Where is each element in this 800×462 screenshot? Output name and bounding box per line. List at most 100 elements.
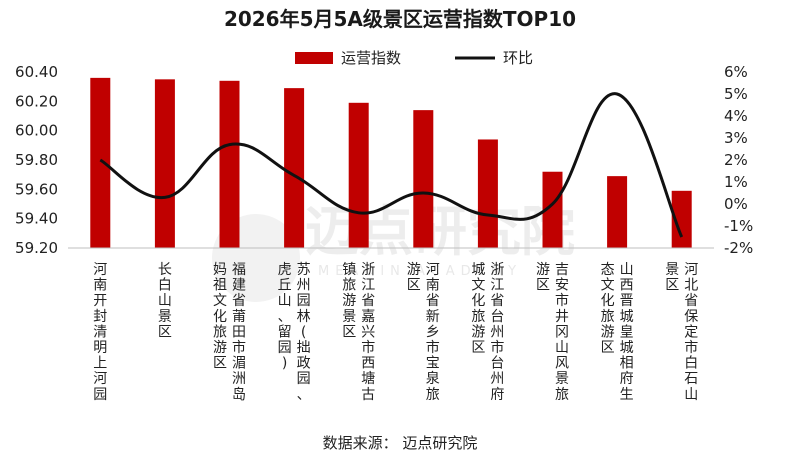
category-char: 省 [361,293,375,309]
source-note: 数据来源： 迈点研究院 [323,434,478,452]
category-char: 区 [158,324,172,340]
category-char: 井 [555,309,569,325]
category-char: 石 [684,371,698,387]
category-char: 省 [426,293,440,309]
category-char: 风 [555,356,569,372]
category-char: 、 [278,309,292,325]
line-path [99,92,684,238]
category-char: 祖 [213,278,227,294]
category-char: 旅 [471,309,485,325]
category-char: 景 [158,309,172,325]
bar [607,176,628,248]
left-tick-label: 59.60 [15,180,58,198]
category-char: 、 [297,387,311,403]
category-char: 洲 [232,371,246,387]
category-char: 妈 [213,262,227,278]
category-char: 福 [232,262,246,278]
watermark: 迈点研究院 MEADIN ACADEMY [212,200,575,302]
category-char: 南 [93,278,107,294]
category-char: 保 [684,309,698,325]
category-char: 游 [601,324,615,340]
category-char: 台 [490,356,504,372]
right-tick-label: -1% [724,217,753,235]
category-char: 化 [213,309,227,325]
category-char: 塘 [361,371,375,387]
left-tick-label: 60.20 [15,92,58,110]
legend-line-label: 环比 [503,49,533,67]
category-char: 河 [93,371,107,387]
category-char: 景 [665,262,679,278]
category-char: 山 [555,340,569,356]
category-char: 山 [684,387,698,403]
category-char: 山 [158,293,172,309]
category-char: 拙 [297,340,311,356]
left-tick-label: 59.80 [15,151,58,169]
category-char: 城 [471,262,485,278]
category-char: 镇 [342,262,356,278]
category-char: 省 [684,293,698,309]
category-char: 湄 [232,356,246,372]
bar [154,79,175,248]
category-char: 泉 [426,370,440,387]
category-char: ) [282,356,287,372]
category-char: 景 [555,371,569,387]
category-char: 白 [684,356,698,372]
right-tick-label: 1% [724,173,748,191]
category-char: 态 [601,262,615,278]
category-char: 区 [601,340,615,356]
category-char: 古 [361,387,375,403]
category-char: 冈 [555,324,569,340]
category-char: 兴 [361,324,375,340]
category-char: 游 [536,262,550,278]
category-char: 河 [426,262,440,278]
category-char: 河 [93,262,107,278]
category-char: 江 [490,278,504,294]
category-char: 区 [471,340,485,356]
legend-bar-label: 运营指数 [341,49,401,67]
category-char: 游 [471,324,485,340]
category-char: 州 [490,371,504,387]
category-char: 市 [684,339,698,356]
right-tick-label: 2% [724,151,748,169]
category-char: 开 [93,293,107,309]
category-char: 旅 [342,278,356,294]
category-char: 州 [297,278,311,294]
left-axis: 60.40 60.20 60.00 59.80 59.60 59.40 59.20 [15,63,58,257]
category-char: 化 [471,293,485,309]
category-char: 岛 [232,387,246,403]
right-tick-label: 5% [724,85,748,103]
category-char: 城 [620,340,634,356]
category-char: 省 [490,293,504,309]
category-char: 园 [297,293,311,309]
category-char: 西 [361,356,375,372]
bar [348,102,369,248]
legend-bar-swatch [295,52,333,64]
left-tick-label: 59.20 [15,239,58,257]
category-char: 封 [93,309,107,325]
bar [542,171,563,248]
bar [219,80,240,248]
category-char: 林 [297,309,311,325]
category-char: 宝 [426,356,440,372]
right-tick-label: 6% [724,63,748,81]
category-char: 乡 [426,324,440,340]
legend: 运营指数 环比 [295,49,533,67]
category-char: 区 [407,278,421,294]
category-char: 市 [490,339,504,356]
category-char: 旅 [555,387,569,403]
category-char: 游 [342,293,356,309]
category-char: 江 [361,278,375,294]
category-char: 市 [426,339,440,356]
category-char: 化 [601,293,615,309]
category-char: 浙 [361,262,375,278]
category-char: 安 [555,278,569,294]
right-tick-label: 0% [724,195,748,213]
category-char: 浙 [490,262,504,278]
category-char: 苏 [297,262,311,278]
